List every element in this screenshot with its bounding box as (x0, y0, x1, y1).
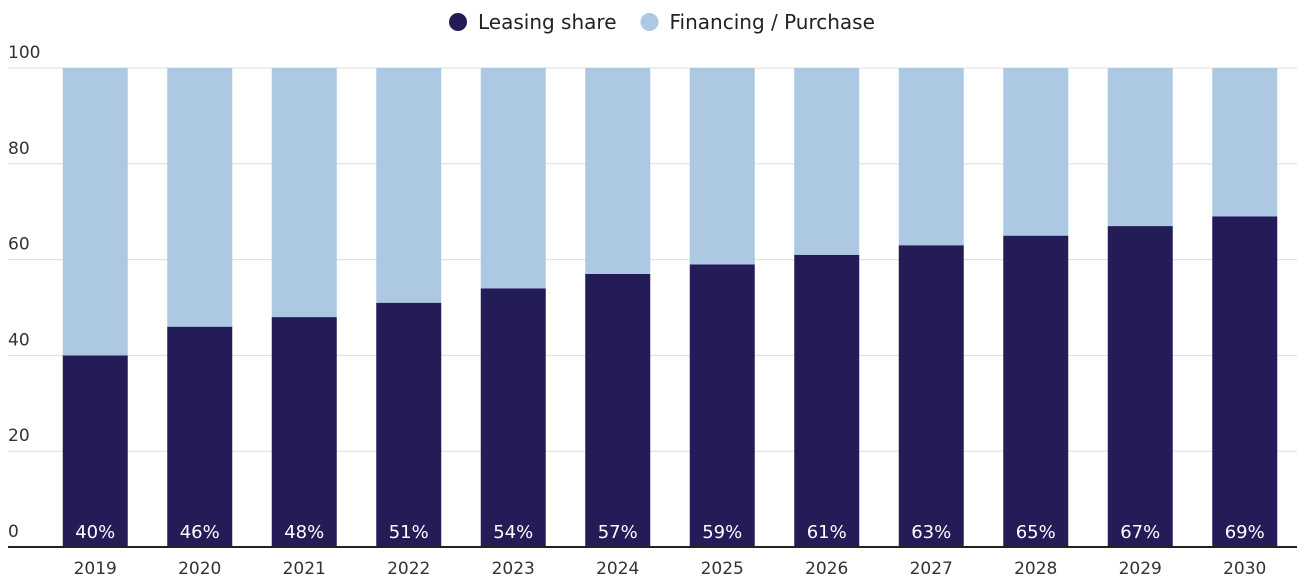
bar-segment (1107, 226, 1173, 547)
value-label: 65% (1016, 522, 1056, 543)
value-label: 40% (75, 522, 115, 543)
y-tick-label: 20 (8, 426, 30, 446)
value-label: 46% (180, 522, 220, 543)
x-tick-label: 2024 (596, 559, 639, 578)
bar-segment (271, 317, 337, 547)
bar-segment (480, 288, 546, 547)
x-tick-label: 2022 (387, 559, 430, 578)
legend-swatch (640, 13, 659, 31)
x-tick-label: 2026 (805, 559, 848, 578)
bar-segment (376, 68, 442, 303)
bar-segment (1212, 68, 1278, 217)
bar-segment (480, 68, 546, 289)
value-label: 59% (702, 522, 742, 543)
value-label: 67% (1120, 522, 1160, 543)
y-tick-label: 100 (8, 43, 40, 63)
value-label: 51% (389, 522, 429, 543)
x-tick-label: 2019 (74, 559, 117, 578)
bar-segment (1003, 235, 1069, 547)
legend-label: Leasing share (478, 10, 617, 34)
bar-segment (898, 245, 964, 548)
value-label: 48% (284, 522, 324, 543)
bar-segment (1003, 68, 1069, 236)
bar-segment (376, 302, 442, 547)
x-tick-label: 2029 (1119, 559, 1162, 578)
x-tick-label: 2030 (1223, 559, 1266, 578)
x-tick-label: 2025 (701, 559, 744, 578)
bar-segment (585, 68, 651, 274)
bar-segment (1212, 216, 1278, 548)
legend-label: Financing / Purchase (670, 10, 875, 34)
bar-segment (794, 68, 860, 255)
bar-segment (689, 264, 755, 547)
value-label: 54% (493, 522, 533, 543)
value-label: 57% (598, 522, 638, 543)
y-tick-label: 60 (8, 235, 30, 255)
bar-segment (1107, 68, 1173, 227)
x-tick-label: 2020 (178, 559, 221, 578)
legend-swatch (449, 13, 467, 31)
x-tick-label: 2028 (1014, 559, 1057, 578)
x-tick-label: 2021 (283, 559, 326, 578)
bar-segment (271, 68, 337, 318)
y-tick-label: 0 (8, 522, 19, 542)
bar-segment (167, 68, 233, 327)
value-label: 63% (911, 522, 951, 543)
y-tick-label: 40 (8, 330, 30, 350)
bar-segment (167, 326, 233, 547)
bar-segment (62, 68, 128, 356)
y-tick-label: 80 (8, 139, 30, 159)
bar-segment (794, 254, 860, 547)
value-label: 69% (1225, 522, 1265, 543)
x-tick-label: 2027 (910, 559, 953, 578)
bar-segment (585, 273, 651, 547)
bar-segment (898, 68, 964, 246)
bar-segment (689, 68, 755, 265)
bar-segment (62, 355, 128, 547)
x-tick-label: 2023 (492, 559, 535, 578)
value-label: 61% (807, 522, 847, 543)
